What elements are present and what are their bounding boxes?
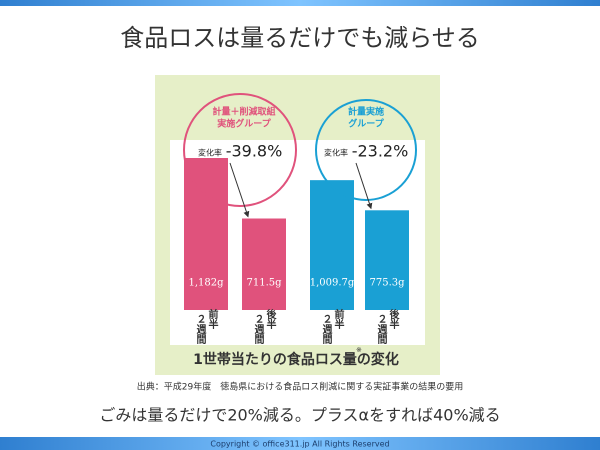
category-span: ２週間 bbox=[194, 314, 206, 345]
category-half: 前半 bbox=[332, 308, 344, 330]
top-band bbox=[0, 0, 600, 6]
category-half: 後半 bbox=[264, 308, 276, 330]
rate-value: -23.2% bbox=[352, 142, 409, 161]
bar bbox=[184, 158, 228, 310]
value-label: 1,009.7g bbox=[310, 278, 355, 289]
chart-title: 1世帯当たりの食品ロス量の変化 bbox=[193, 351, 399, 368]
rate-label: 変化率 bbox=[198, 148, 222, 158]
category-span: ２週間 bbox=[252, 314, 264, 345]
rate-label: 変化率 bbox=[324, 148, 348, 158]
bar bbox=[310, 180, 354, 310]
group-name: グループ bbox=[348, 118, 384, 130]
bar bbox=[365, 210, 409, 310]
bar bbox=[242, 218, 286, 310]
source: 出典：平成29年度 徳島県における食品ロス削減に関する実証事業の結果の要用 bbox=[137, 381, 463, 393]
bottom-band bbox=[0, 437, 600, 450]
arrow bbox=[229, 162, 250, 218]
group-name: 計量＋削減取組 bbox=[212, 106, 275, 118]
group-name: 計量実施 bbox=[348, 106, 384, 118]
category-half: 前半 bbox=[206, 308, 218, 330]
arrow bbox=[355, 162, 373, 210]
group-circle bbox=[315, 99, 417, 201]
value-label: 775.3g bbox=[369, 278, 405, 289]
group-name: 実施グループ bbox=[217, 118, 271, 130]
slide-title: 食品ロスは量るだけでも減らせる bbox=[120, 24, 480, 52]
rate-value: -39.8% bbox=[226, 142, 283, 161]
value-label: 711.5g bbox=[246, 278, 282, 289]
chart-title-mark: ※ bbox=[356, 346, 362, 354]
category-span: ２週間 bbox=[375, 314, 387, 345]
subtitle: ごみは量るだけで20%減る。プラスαをすれば40%減る bbox=[99, 406, 500, 425]
footer: Copyright © office311.jp All Rights Rese… bbox=[210, 440, 389, 449]
value-label: 1,182g bbox=[188, 278, 224, 289]
category-span: ２週間 bbox=[320, 314, 332, 345]
group-circle bbox=[183, 93, 297, 207]
category-half: 後半 bbox=[387, 308, 399, 330]
